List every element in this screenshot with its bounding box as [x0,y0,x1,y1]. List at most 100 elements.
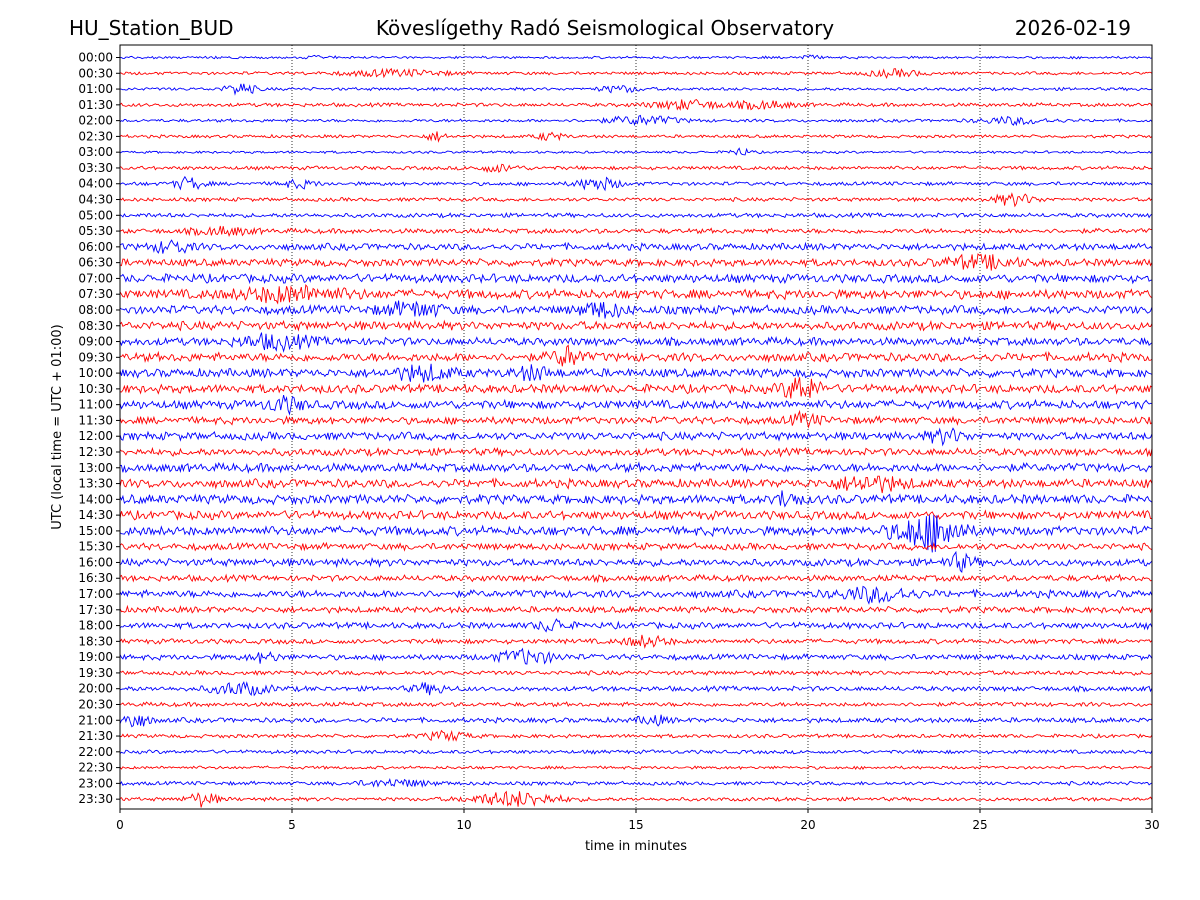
y-tick-label: 22:30 [78,761,113,775]
x-axis-ticks: 0 5 10 15 20 25 30 [116,809,1160,832]
y-tick-label: 16:00 [78,555,113,569]
y-tick-label: 06:00 [78,240,113,254]
trace-0030 [119,67,1153,79]
trace-0430 [119,192,1153,208]
y-tick-label: 12:00 [78,429,113,443]
trace-0830 [119,319,1153,332]
y-tick-label: 17:00 [78,587,113,601]
y-tick-label: 19:00 [78,650,113,664]
y-tick-label: 08:00 [78,303,113,317]
y-tick-label: 09:30 [78,350,113,364]
y-tick-label: 07:30 [78,287,113,301]
x-tick-label: 30 [1144,818,1159,832]
y-tick-label: 01:30 [78,98,113,112]
trace-2200 [119,749,1153,755]
y-tick-label: 09:00 [78,335,113,349]
x-axis-label: time in minutes [585,839,687,854]
x-tick-label: 20 [800,818,815,832]
y-tick-label: 10:30 [78,382,113,396]
y-tick-label: 11:00 [78,398,113,412]
trace-1030 [119,377,1153,399]
y-tick-label: 22:00 [78,745,113,759]
y-tick-label: 13:00 [78,461,113,475]
x-tick-label: 5 [288,818,296,832]
y-tick-label: 02:00 [78,114,113,128]
trace-1200 [119,427,1153,447]
y-tick-label: 00:00 [78,51,113,65]
y-tick-label: 05:30 [78,224,113,238]
x-tick-label: 25 [972,818,987,832]
y-tick-label: 23:00 [78,776,113,790]
y-tick-label: 08:30 [78,319,113,333]
y-tick-label: 07:00 [78,271,113,285]
x-tick-label: 0 [116,818,124,832]
trace-2300 [119,777,1153,789]
trace-1800 [119,618,1153,633]
trace-0800 [119,300,1153,319]
trace-2100 [119,714,1153,728]
trace-0600 [119,239,1153,254]
y-tick-label: 01:00 [78,82,113,96]
trace-1930 [119,669,1153,677]
trace-2330 [119,790,1153,808]
y-axis-label: UTC (local time = UTC + 01:00) [50,324,65,529]
y-tick-label: 05:00 [78,208,113,222]
trace-0530 [119,225,1152,237]
y-tick-label: 17:30 [78,603,113,617]
date-label: 2026-02-19 [1015,16,1131,40]
trace-0630 [119,253,1153,271]
trace-1330 [119,475,1153,494]
trace-0900 [119,332,1153,353]
trace-0100 [119,83,1153,96]
trace-1000 [119,363,1153,383]
y-tick-label: 12:30 [78,445,113,459]
y-tick-label: 10:00 [78,366,113,380]
trace-1500 [119,515,1153,553]
trace-0400 [119,175,1153,192]
trace-0330 [119,163,1153,174]
trace-0500 [119,211,1153,219]
trace-0300 [119,147,1153,156]
y-tick-label: 00:30 [78,66,113,80]
y-tick-label: 18:00 [78,619,113,633]
trace-1430 [119,509,1152,522]
y-tick-label: 06:30 [78,256,113,270]
y-tick-label: 03:30 [78,161,113,175]
y-tick-label: 04:30 [78,193,113,207]
y-tick-label: 16:30 [78,571,113,585]
y-tick-label: 14:30 [78,508,113,522]
y-tick-label: 19:30 [78,666,113,680]
trace-2130 [119,729,1153,742]
y-tick-label: 21:00 [78,713,113,727]
trace-1830 [119,634,1153,649]
station-name: HU_Station_BUD [69,16,234,40]
seismic-traces [119,54,1153,808]
trace-1600 [119,550,1153,573]
trace-2000 [119,681,1153,697]
trace-0230 [119,131,1153,143]
y-tick-label: 03:00 [78,145,113,159]
x-tick-label: 15 [628,818,643,832]
trace-0930 [119,344,1153,367]
trace-1900 [119,647,1153,665]
y-tick-label: 15:30 [78,540,113,554]
y-tick-label: 11:30 [78,413,113,427]
trace-0730 [119,284,1153,305]
y-tick-label: 15:00 [78,524,113,538]
x-tick-label: 10 [456,818,471,832]
trace-2030 [119,701,1153,708]
grid-lines [291,45,981,809]
trace-1630 [119,573,1153,584]
y-tick-label: 20:30 [78,697,113,711]
trace-1700 [119,585,1153,605]
trace-0700 [119,272,1153,285]
y-tick-label: 04:00 [78,177,113,191]
y-tick-label: 21:30 [78,729,113,743]
y-tick-label: 18:30 [78,634,113,648]
trace-0200 [119,114,1153,127]
y-tick-label: 20:00 [78,682,113,696]
trace-0130 [119,98,1153,111]
trace-1130 [119,409,1153,429]
